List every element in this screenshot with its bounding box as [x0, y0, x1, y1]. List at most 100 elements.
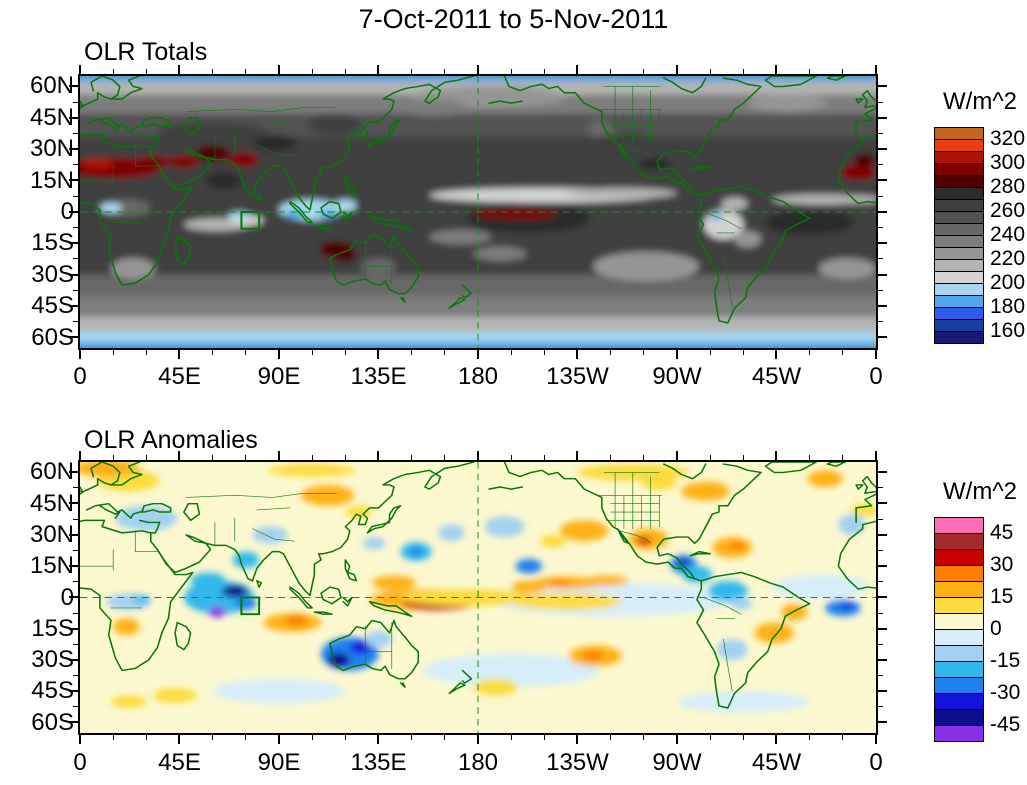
colorbar-tick-label: 260 [990, 199, 1026, 222]
x-axis-tick [576, 735, 579, 744]
x-axis-tick [809, 350, 811, 355]
y-axis-tick [73, 290, 78, 292]
colorbar-segment [935, 662, 983, 678]
anomalies-colorbar [934, 517, 984, 742]
x-axis-tick [444, 69, 446, 74]
colorbar-segment [935, 534, 983, 550]
x-axis-tick [278, 65, 281, 74]
x-axis-tick [610, 735, 612, 740]
x-axis-tick [113, 350, 115, 355]
colorbar-segment [935, 320, 983, 332]
x-axis-tick [710, 735, 712, 740]
x-axis-tick [676, 65, 679, 74]
y-axis-tick [878, 675, 883, 677]
totals-panel-title: OLR Totals [84, 38, 208, 66]
x-axis-tick [477, 65, 480, 74]
colorbar-segment [935, 236, 983, 248]
colorbar-segment [935, 598, 983, 614]
y-axis-tick [69, 471, 78, 474]
colorbar-tick-label: 160 [990, 319, 1026, 342]
x-axis-tick [775, 735, 778, 744]
colorbar-tick-label: 45 [990, 521, 1014, 544]
y-axis-tick [878, 305, 887, 308]
x-axis-tick [113, 69, 115, 74]
x-axis-tick [809, 69, 811, 74]
colorbar-tick-label: 280 [990, 175, 1026, 198]
x-axis-tick [178, 65, 181, 74]
x-axis-tick [743, 455, 745, 460]
country-borders [80, 86, 742, 307]
anomalies-map-panel [78, 460, 878, 735]
colorbar-segment [935, 550, 983, 566]
y-axis-tick [73, 675, 78, 677]
colorbar-segment [935, 566, 983, 582]
x-axis-tick [146, 69, 148, 74]
x-axis-tick [345, 350, 347, 355]
colorbar-tick-label: -30 [990, 681, 1021, 704]
x-tick-label: 135W [546, 363, 609, 390]
x-axis-tick [576, 350, 579, 359]
x-axis-tick [444, 455, 446, 460]
x-axis-tick [377, 735, 380, 744]
x-axis-tick [643, 69, 645, 74]
y-axis-tick [878, 721, 887, 724]
x-tick-label: 180 [457, 749, 499, 776]
colorbar-tick-label: 220 [990, 247, 1026, 270]
x-axis-tick [79, 735, 82, 744]
x-axis-tick [477, 451, 480, 460]
y-axis-tick [878, 85, 887, 88]
x-axis-tick [775, 451, 778, 460]
x-axis-tick [411, 69, 413, 74]
x-axis-tick [245, 350, 247, 355]
y-tick-label: 0 [60, 583, 74, 611]
x-tick-label: 45W [751, 363, 802, 390]
x-axis-tick [178, 735, 181, 744]
colorbar-segment [935, 582, 983, 598]
y-tick-label: 45N [29, 103, 74, 131]
y-axis-tick [69, 211, 78, 214]
x-tick-label: 45E [158, 749, 201, 776]
y-axis-tick [73, 227, 78, 229]
colorbar-segment [935, 224, 983, 236]
colorbar-tick-label: 200 [990, 271, 1026, 294]
y-tick-label: 45S [31, 292, 74, 320]
x-axis-tick [477, 735, 480, 744]
colorbar-segment [935, 152, 983, 164]
x-axis-tick [643, 735, 645, 740]
y-axis-tick [73, 581, 78, 583]
totals-map-panel [78, 74, 878, 350]
coastlines [80, 76, 818, 324]
x-axis-tick [643, 455, 645, 460]
x-axis-tick [278, 350, 281, 359]
reference-lines [80, 462, 876, 733]
y-tick-label: 15S [31, 229, 74, 257]
y-axis-tick [878, 534, 887, 537]
x-axis-tick [377, 350, 380, 359]
x-tick-label: 0 [73, 749, 87, 776]
colorbar-segment [935, 694, 983, 710]
totals-colorbar-title: W/m^2 [943, 88, 1017, 115]
x-tick-label: 135E [350, 749, 407, 776]
x-axis-tick [743, 735, 745, 740]
colorbar-tick-label: -15 [990, 649, 1021, 672]
y-axis-tick [69, 179, 78, 182]
y-axis-tick [73, 487, 78, 489]
x-axis-tick [710, 455, 712, 460]
y-axis-tick [69, 659, 78, 662]
x-axis-tick [178, 350, 181, 359]
colorbar-segment [935, 176, 983, 188]
colorbar-tick-label: 0 [990, 617, 1002, 640]
y-axis-tick [69, 85, 78, 88]
y-axis-tick [878, 519, 883, 521]
x-axis-tick [544, 735, 546, 740]
anomalies-panel-title: OLR Anomalies [84, 426, 258, 454]
x-axis-tick [278, 735, 281, 744]
x-tick-label: 0 [73, 363, 87, 390]
x-axis-tick [345, 69, 347, 74]
x-axis-tick [775, 350, 778, 359]
colorbar-tick-label: 240 [990, 223, 1026, 246]
y-axis-tick [69, 502, 78, 505]
country-borders [80, 472, 742, 692]
y-tick-label: 60N [29, 458, 74, 486]
colorbar-segment [935, 164, 983, 176]
